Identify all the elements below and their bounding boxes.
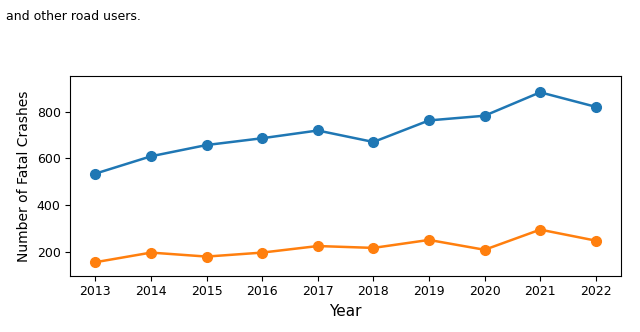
Y-axis label: Number of Fatal Crashes: Number of Fatal Crashes	[17, 90, 31, 262]
Text: and other road users.: and other road users.	[6, 10, 141, 23]
X-axis label: Year: Year	[330, 304, 362, 319]
